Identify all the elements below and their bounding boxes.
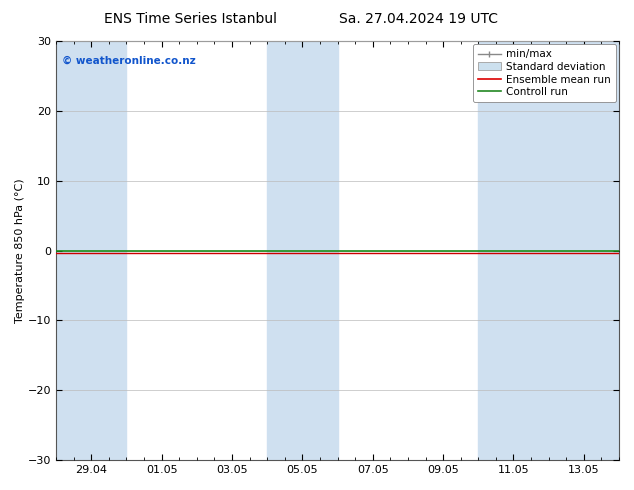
Text: ENS Time Series Istanbul: ENS Time Series Istanbul: [104, 12, 276, 26]
Bar: [56, 41, 127, 460]
Bar: [267, 41, 337, 460]
Legend: min/max, Standard deviation, Ensemble mean run, Controll run: min/max, Standard deviation, Ensemble me…: [472, 44, 616, 102]
Bar: [478, 41, 619, 460]
Text: © weatheronline.co.nz: © weatheronline.co.nz: [61, 56, 195, 66]
Y-axis label: Temperature 850 hPa (°C): Temperature 850 hPa (°C): [15, 178, 25, 323]
Text: Sa. 27.04.2024 19 UTC: Sa. 27.04.2024 19 UTC: [339, 12, 498, 26]
